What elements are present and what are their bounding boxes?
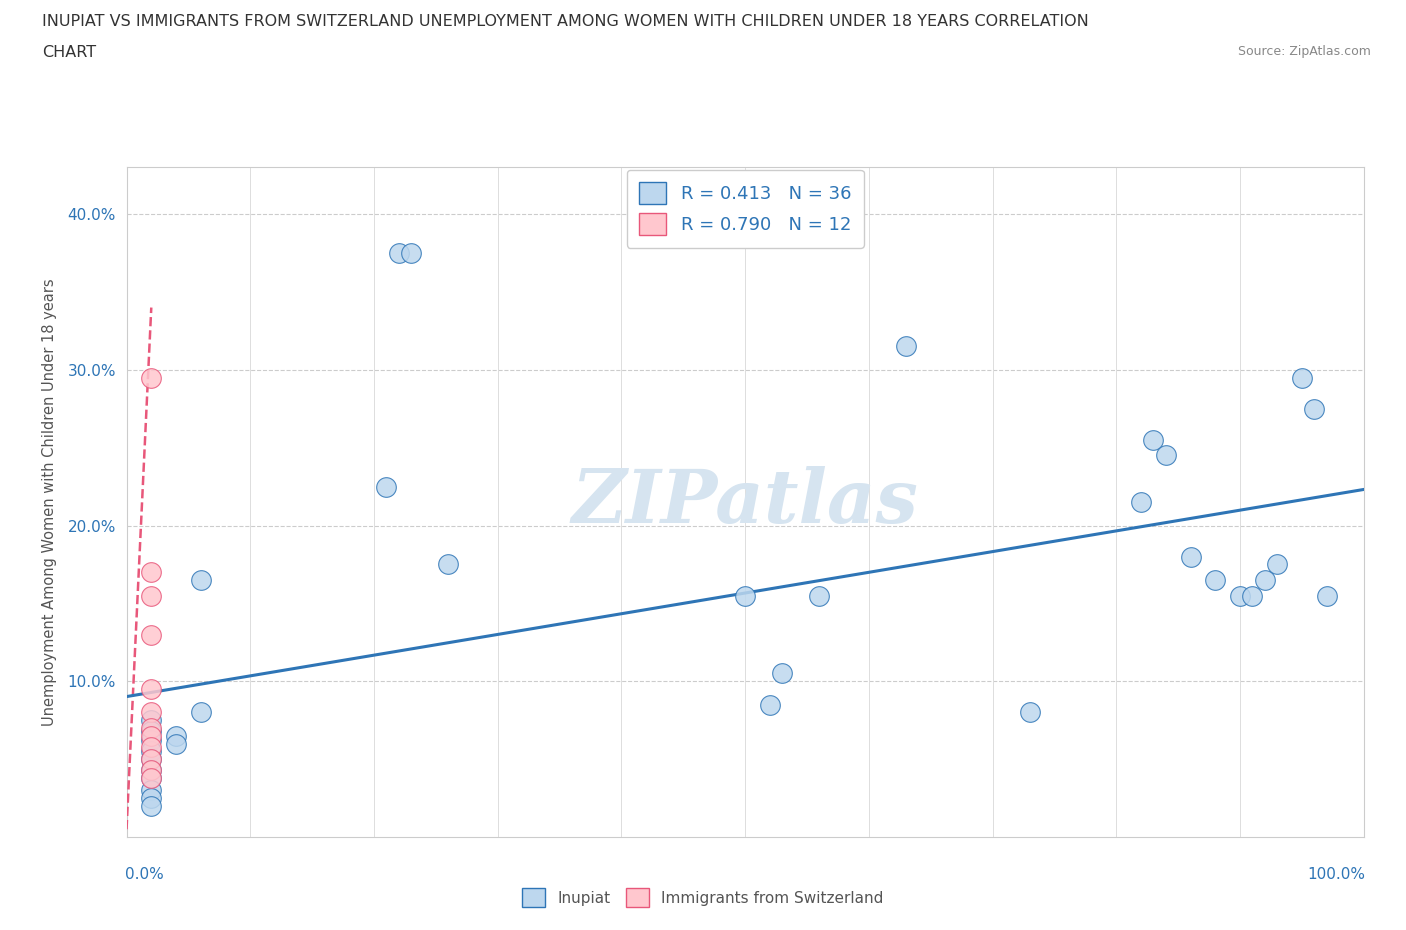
Point — [437, 557, 460, 572]
Point — [1130, 495, 1153, 510]
Point — [808, 588, 831, 603]
Point — [759, 698, 782, 712]
Point — [388, 246, 411, 260]
Point — [375, 479, 398, 494]
Point — [190, 705, 212, 720]
Point — [141, 739, 163, 754]
Point — [1018, 705, 1040, 720]
Point — [141, 712, 163, 727]
Point — [141, 744, 163, 759]
Text: Source: ZipAtlas.com: Source: ZipAtlas.com — [1237, 45, 1371, 58]
Point — [141, 751, 163, 766]
Y-axis label: Unemployment Among Women with Children Under 18 years: Unemployment Among Women with Children U… — [42, 278, 56, 726]
Point — [1316, 588, 1339, 603]
Point — [141, 770, 163, 785]
Point — [141, 783, 163, 798]
Legend: R = 0.413   N = 36, R = 0.790   N = 12: R = 0.413 N = 36, R = 0.790 N = 12 — [627, 170, 863, 248]
Text: 0.0%: 0.0% — [125, 867, 165, 883]
Point — [141, 627, 163, 642]
Text: 100.0%: 100.0% — [1308, 867, 1365, 883]
Point — [1291, 370, 1313, 385]
Point — [1254, 573, 1277, 588]
Point — [141, 682, 163, 697]
Point — [399, 246, 422, 260]
Text: CHART: CHART — [42, 45, 96, 60]
Legend: Inupiat, Immigrants from Switzerland: Inupiat, Immigrants from Switzerland — [516, 883, 890, 913]
Point — [1241, 588, 1264, 603]
Point — [770, 666, 793, 681]
Point — [1142, 432, 1164, 447]
Point — [141, 799, 163, 814]
Point — [141, 728, 163, 743]
Text: INUPIAT VS IMMIGRANTS FROM SWITZERLAND UNEMPLOYMENT AMONG WOMEN WITH CHILDREN UN: INUPIAT VS IMMIGRANTS FROM SWITZERLAND U… — [42, 14, 1088, 29]
Point — [141, 705, 163, 720]
Point — [141, 790, 163, 805]
Point — [1303, 402, 1326, 417]
Point — [165, 737, 187, 751]
Point — [1204, 573, 1226, 588]
Point — [141, 733, 163, 748]
Point — [1154, 448, 1177, 463]
Point — [141, 370, 163, 385]
Point — [1229, 588, 1251, 603]
Point — [1180, 550, 1202, 565]
Point — [141, 751, 163, 766]
Point — [141, 770, 163, 785]
Point — [734, 588, 756, 603]
Point — [141, 724, 163, 738]
Point — [141, 565, 163, 579]
Point — [141, 588, 163, 603]
Point — [141, 721, 163, 736]
Point — [894, 339, 917, 354]
Point — [165, 728, 187, 743]
Point — [1265, 557, 1288, 572]
Point — [141, 763, 163, 777]
Point — [141, 763, 163, 777]
Point — [190, 573, 212, 588]
Text: ZIPatlas: ZIPatlas — [572, 466, 918, 538]
